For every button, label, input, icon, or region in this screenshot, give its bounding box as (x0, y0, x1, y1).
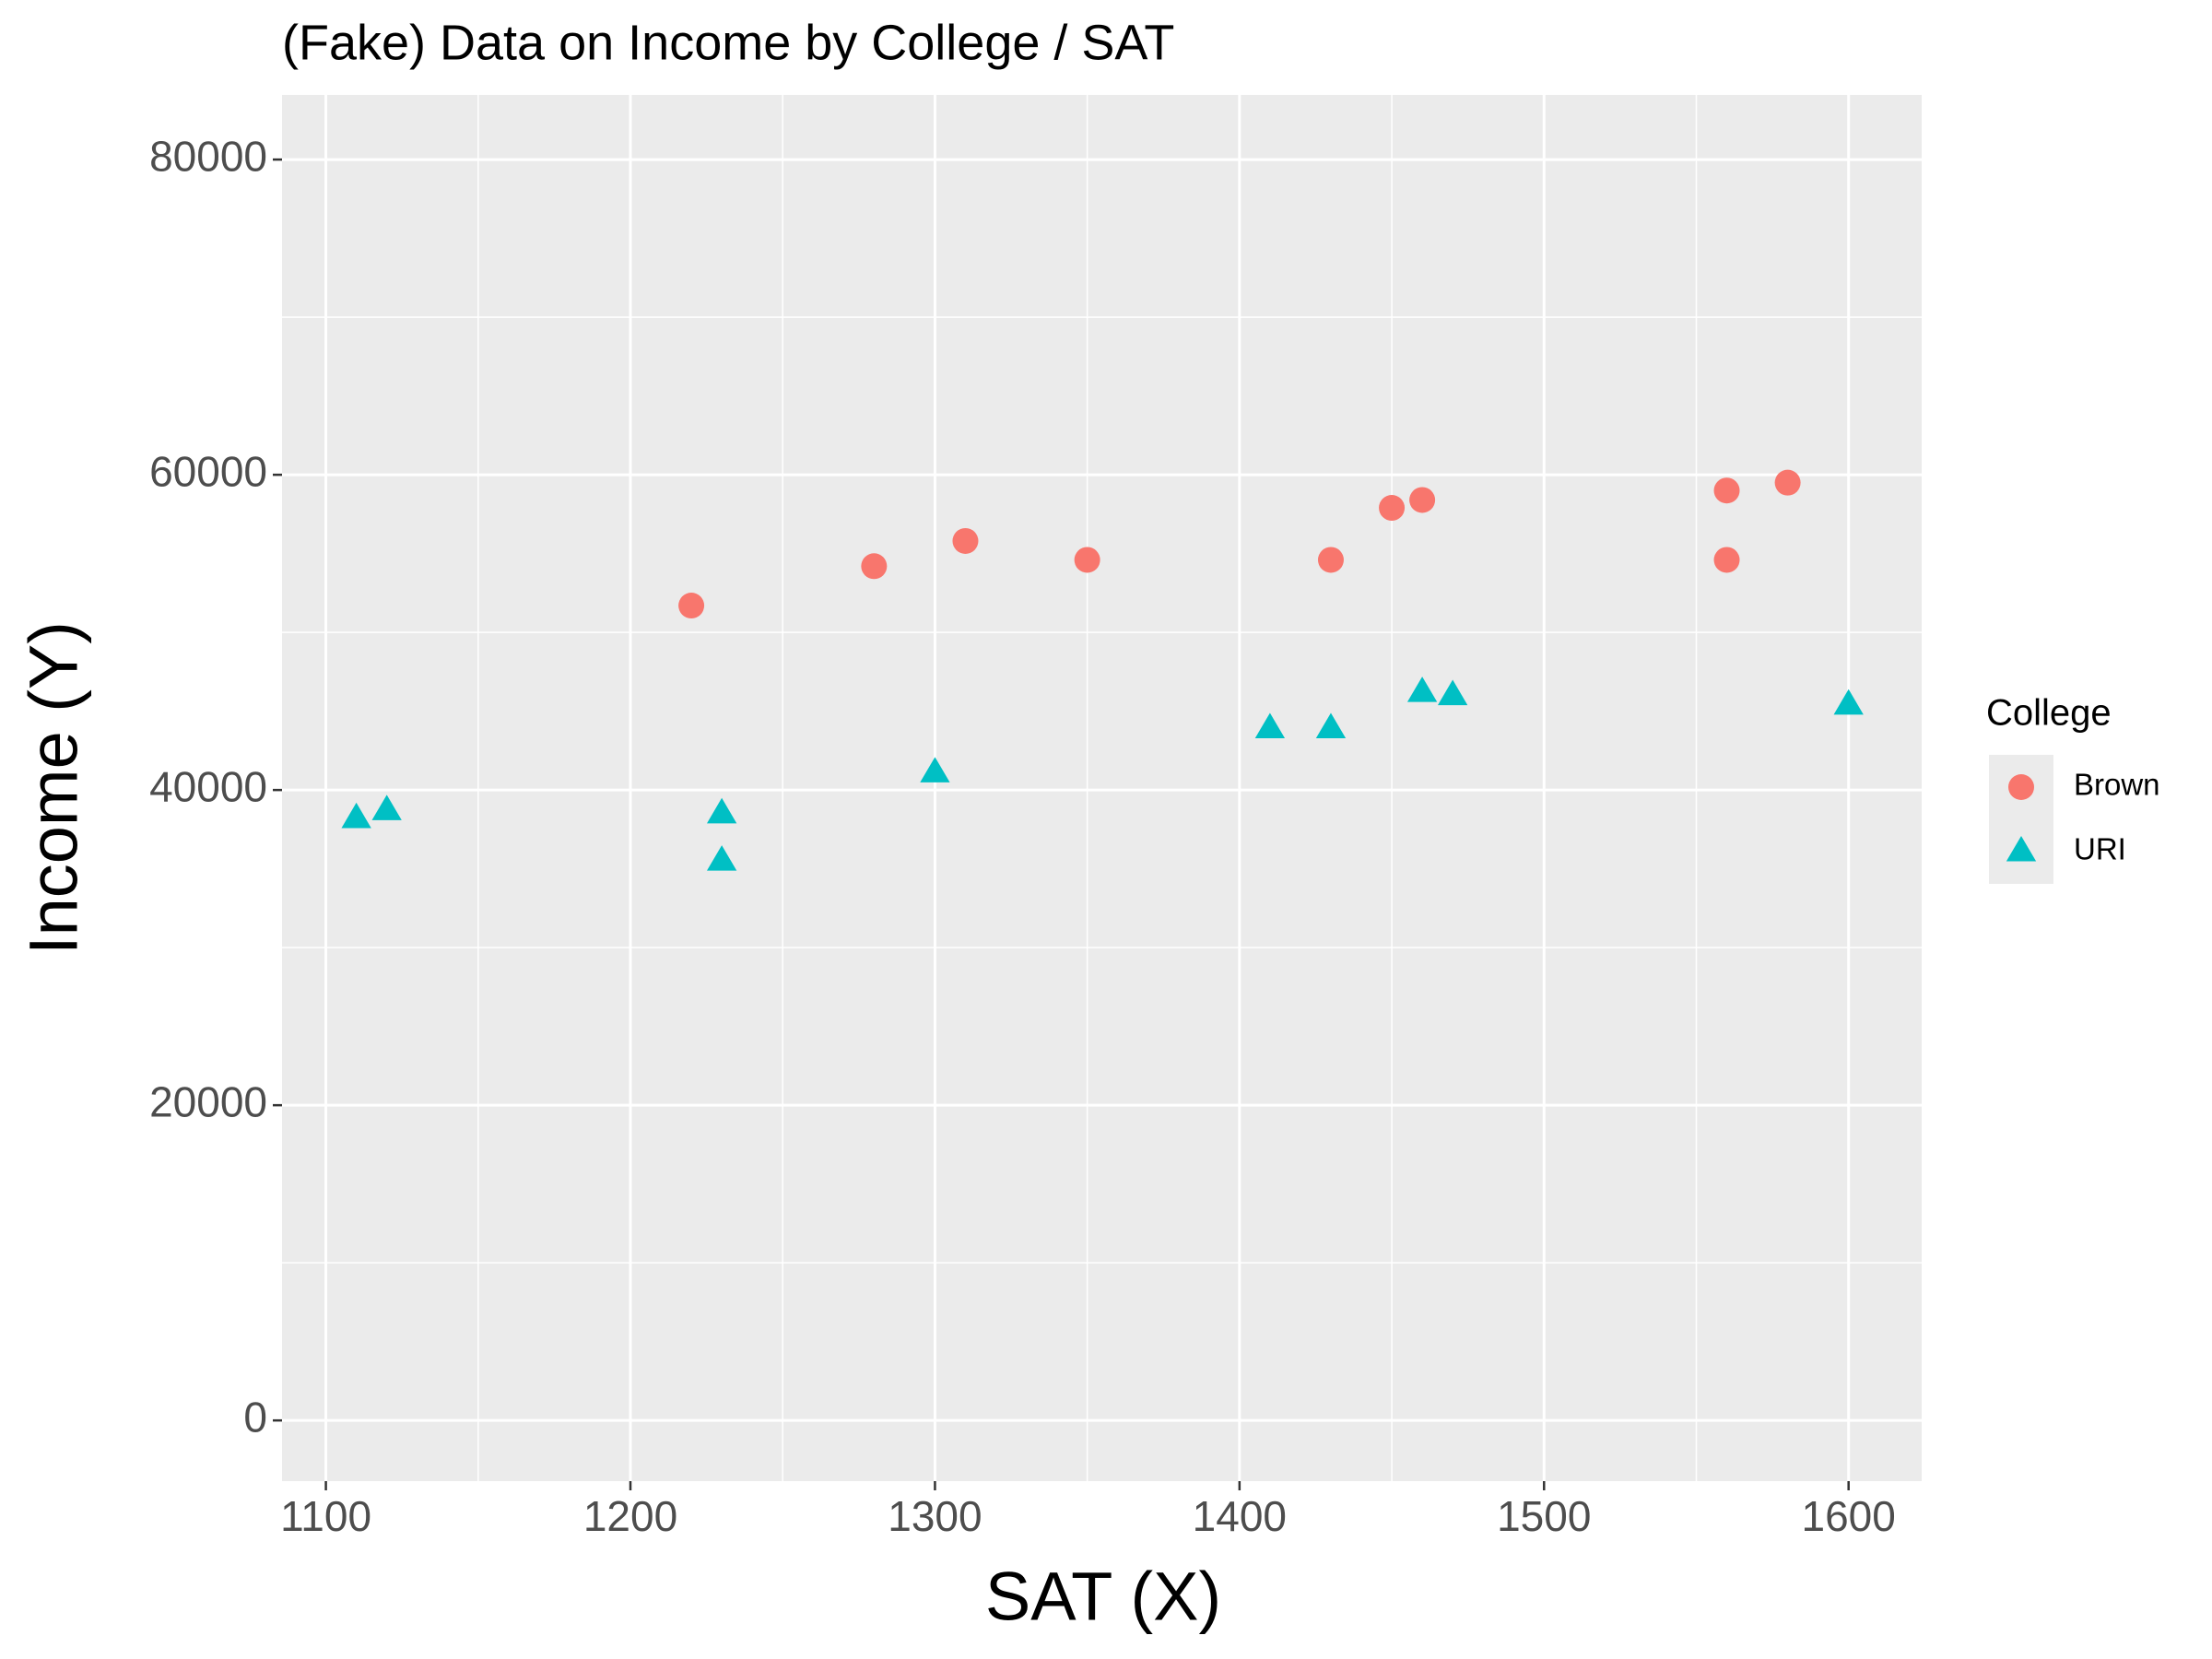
point (1833, 688, 1864, 715)
point (678, 593, 705, 619)
point (1409, 487, 1436, 513)
legend-key (2008, 774, 2034, 800)
plot-panel (282, 95, 1922, 1481)
y-tick-label: 20000 (149, 1077, 267, 1125)
x-tick-label: 1400 (1193, 1492, 1287, 1540)
legend-label: Brown (2074, 768, 2160, 802)
x-tick-label: 1600 (1802, 1492, 1896, 1540)
point (706, 797, 737, 824)
point (1406, 677, 1438, 702)
point (1074, 547, 1100, 573)
legend-label: URI (2074, 832, 2126, 866)
y-tick-label: 80000 (149, 132, 267, 180)
chart-title: (Fake) Data on Income by College / SAT (282, 15, 1174, 70)
x-tick-label: 1300 (888, 1492, 982, 1540)
point (1713, 477, 1740, 504)
x-tick-label: 1500 (1497, 1492, 1591, 1540)
point (920, 757, 950, 782)
legend-key (2006, 836, 2037, 862)
point (1437, 679, 1468, 706)
point (1317, 547, 1344, 573)
point (706, 845, 737, 871)
x-tick-label: 1200 (583, 1492, 677, 1540)
point (1774, 469, 1801, 496)
point (1254, 712, 1286, 738)
y-axis-title: Income (Y) (16, 621, 92, 955)
x-axis-title: SAT (X) (985, 1559, 1221, 1635)
legend-title: College (1986, 693, 2112, 734)
y-tick-label: 40000 (149, 762, 267, 810)
point (1379, 495, 1406, 522)
point (1315, 712, 1347, 738)
point (861, 553, 888, 580)
point (952, 527, 979, 554)
point (371, 794, 402, 820)
point (341, 802, 371, 829)
point (1713, 547, 1740, 573)
x-tick-label: 1100 (280, 1492, 371, 1540)
y-tick-label: 0 (243, 1393, 267, 1441)
y-tick-label: 60000 (149, 447, 267, 495)
